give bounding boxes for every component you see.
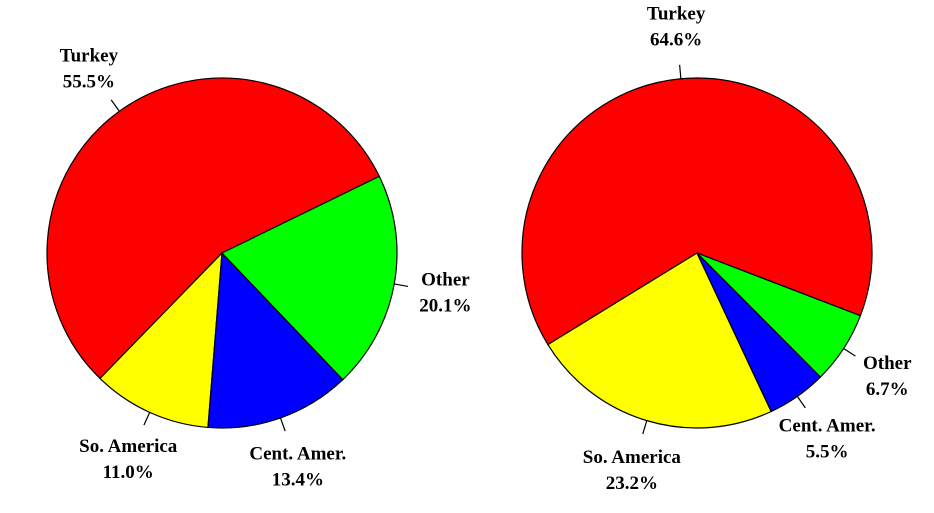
- leader-line: [143, 412, 151, 426]
- pie-slice: [99, 251, 223, 429]
- slice-value-label: 6.7%: [866, 379, 909, 400]
- slice-value-label: 23.2%: [606, 473, 658, 494]
- slice-value-label: 13.4%: [272, 469, 324, 490]
- slice-label: So. America: [583, 447, 682, 468]
- slice-label: Turkey: [60, 45, 119, 66]
- slice-label: Cent. Amer.: [249, 443, 346, 464]
- slice-label: Other: [421, 269, 470, 290]
- slice-value-label: 64.6%: [650, 29, 702, 50]
- leader-line: [394, 283, 409, 287]
- pie-slice: [521, 77, 873, 346]
- leader-line: [843, 347, 856, 357]
- leader-line: [642, 420, 648, 435]
- slice-value-label: 55.5%: [63, 71, 115, 92]
- slice-label: Cent. Amer.: [779, 415, 876, 436]
- pie-slice: [207, 251, 344, 429]
- pie-slice: [220, 175, 398, 381]
- slice-value-label: 20.1%: [419, 295, 471, 316]
- leader-line: [679, 64, 682, 79]
- pie-slice: [696, 252, 862, 378]
- slice-label: So. America: [79, 436, 178, 457]
- slice-label: Other: [863, 353, 912, 374]
- leader-line: [110, 99, 120, 112]
- slice-label: Turkey: [647, 3, 706, 24]
- leader-line: [796, 396, 806, 409]
- slice-value-label: 11.0%: [103, 462, 154, 483]
- slice-value-label: 5.5%: [806, 441, 849, 462]
- pie-slice: [547, 252, 772, 429]
- leader-line: [279, 417, 286, 432]
